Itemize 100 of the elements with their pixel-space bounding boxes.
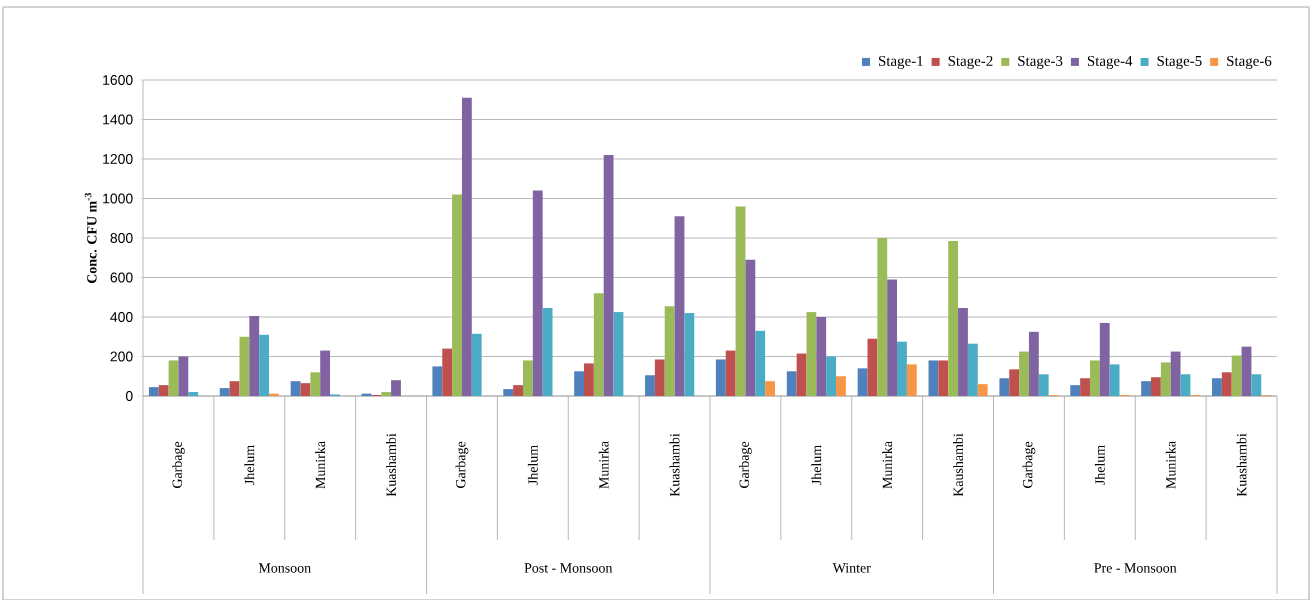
bar xyxy=(1160,362,1171,396)
bar xyxy=(452,194,462,396)
y-tick-label: 400 xyxy=(110,311,133,322)
bar xyxy=(1151,377,1161,396)
bar xyxy=(1019,351,1029,396)
bar xyxy=(967,343,978,396)
bar xyxy=(522,360,533,396)
bar xyxy=(1180,374,1191,396)
bar xyxy=(867,338,878,396)
bar xyxy=(897,341,907,396)
y-tick-label: 1000 xyxy=(103,193,133,204)
bar xyxy=(977,383,988,396)
text: Pre - Monsoon xyxy=(1094,563,1177,573)
y-tick-label: 200 xyxy=(110,351,133,362)
bar xyxy=(948,240,959,396)
bar xyxy=(542,307,553,396)
bar xyxy=(745,259,756,396)
bar xyxy=(290,380,301,396)
bar xyxy=(461,97,472,396)
bar xyxy=(513,384,523,396)
x-tick-label: Jhelum xyxy=(1094,444,1105,485)
bar xyxy=(674,216,685,396)
bar xyxy=(1221,372,1232,396)
bar xyxy=(1109,364,1120,396)
x-tick-label: Kuashambi xyxy=(1236,433,1247,497)
bar xyxy=(1231,355,1242,396)
bar xyxy=(442,348,453,396)
bar xyxy=(503,388,514,396)
bar xyxy=(877,237,888,396)
bar xyxy=(684,312,695,396)
bar xyxy=(938,360,949,396)
x-tick-label: Kuashambi xyxy=(669,433,680,497)
bar xyxy=(887,279,898,396)
bar xyxy=(249,315,260,396)
x-tick-label: Garbage xyxy=(455,441,469,488)
bar xyxy=(928,360,939,396)
x-tick-label: Garbage xyxy=(739,441,752,488)
bar xyxy=(471,333,482,396)
bar xyxy=(148,386,159,396)
bar xyxy=(1251,374,1262,396)
bar xyxy=(310,372,321,396)
bar xyxy=(532,190,543,396)
bar xyxy=(999,377,1010,396)
bar xyxy=(320,350,331,396)
bar xyxy=(300,382,311,396)
bar xyxy=(168,360,179,396)
bar xyxy=(574,371,585,396)
legend-label: Stage-6 xyxy=(1227,55,1272,69)
bar xyxy=(188,391,199,396)
bar xyxy=(645,375,655,396)
legend-label: Stage-3 xyxy=(1018,55,1063,69)
y-tick-label: 1600 xyxy=(103,74,133,85)
bar xyxy=(178,356,189,396)
x-tick-label: Munirka xyxy=(315,440,326,489)
bar xyxy=(603,154,614,396)
bar xyxy=(219,387,230,396)
bar xyxy=(796,353,807,396)
y-tick-label: 600 xyxy=(110,272,133,283)
bar xyxy=(735,206,746,396)
legend-label: Stage-1 xyxy=(879,55,923,69)
bar xyxy=(857,368,868,396)
bar xyxy=(239,336,250,396)
text: Monsoon xyxy=(258,563,311,573)
bar xyxy=(715,359,726,396)
y-tick-label: 800 xyxy=(110,232,133,243)
bar xyxy=(593,293,604,396)
bar xyxy=(755,330,766,396)
text: Winter xyxy=(832,563,871,573)
bar xyxy=(613,311,624,396)
x-tick-label: Jhelum xyxy=(527,444,538,485)
bar xyxy=(765,380,775,396)
y-tick-label: 1400 xyxy=(103,114,133,125)
bar xyxy=(664,305,675,396)
x-tick-label: Munirka xyxy=(882,440,893,489)
bar xyxy=(432,366,443,396)
bar xyxy=(906,364,917,396)
x-tick-label: Kaushambi xyxy=(953,433,963,497)
bar xyxy=(1089,360,1100,396)
bar xyxy=(725,350,736,396)
bar xyxy=(826,356,836,396)
bar xyxy=(391,379,401,396)
x-tick-label: Munirka xyxy=(598,440,609,489)
bar xyxy=(1080,377,1090,396)
x-tick-label: Garbage xyxy=(1022,441,1036,488)
bar xyxy=(806,311,817,396)
bar xyxy=(1141,380,1151,396)
bar xyxy=(1038,374,1049,396)
x-tick-label: Kuashambi xyxy=(386,433,396,497)
legend-label: Stage-5 xyxy=(1157,55,1202,69)
bar xyxy=(584,363,594,396)
bar xyxy=(816,316,827,396)
y-tick-label: 1200 xyxy=(103,153,133,164)
bar xyxy=(958,307,968,396)
x-tick-label: Jhelum xyxy=(811,444,822,485)
y-tick-label: 0 xyxy=(125,390,133,401)
bar xyxy=(158,384,169,396)
bar xyxy=(1212,377,1222,396)
x-tick-label: Jhelum xyxy=(244,444,255,485)
bar xyxy=(229,380,240,396)
bar xyxy=(1028,331,1039,396)
